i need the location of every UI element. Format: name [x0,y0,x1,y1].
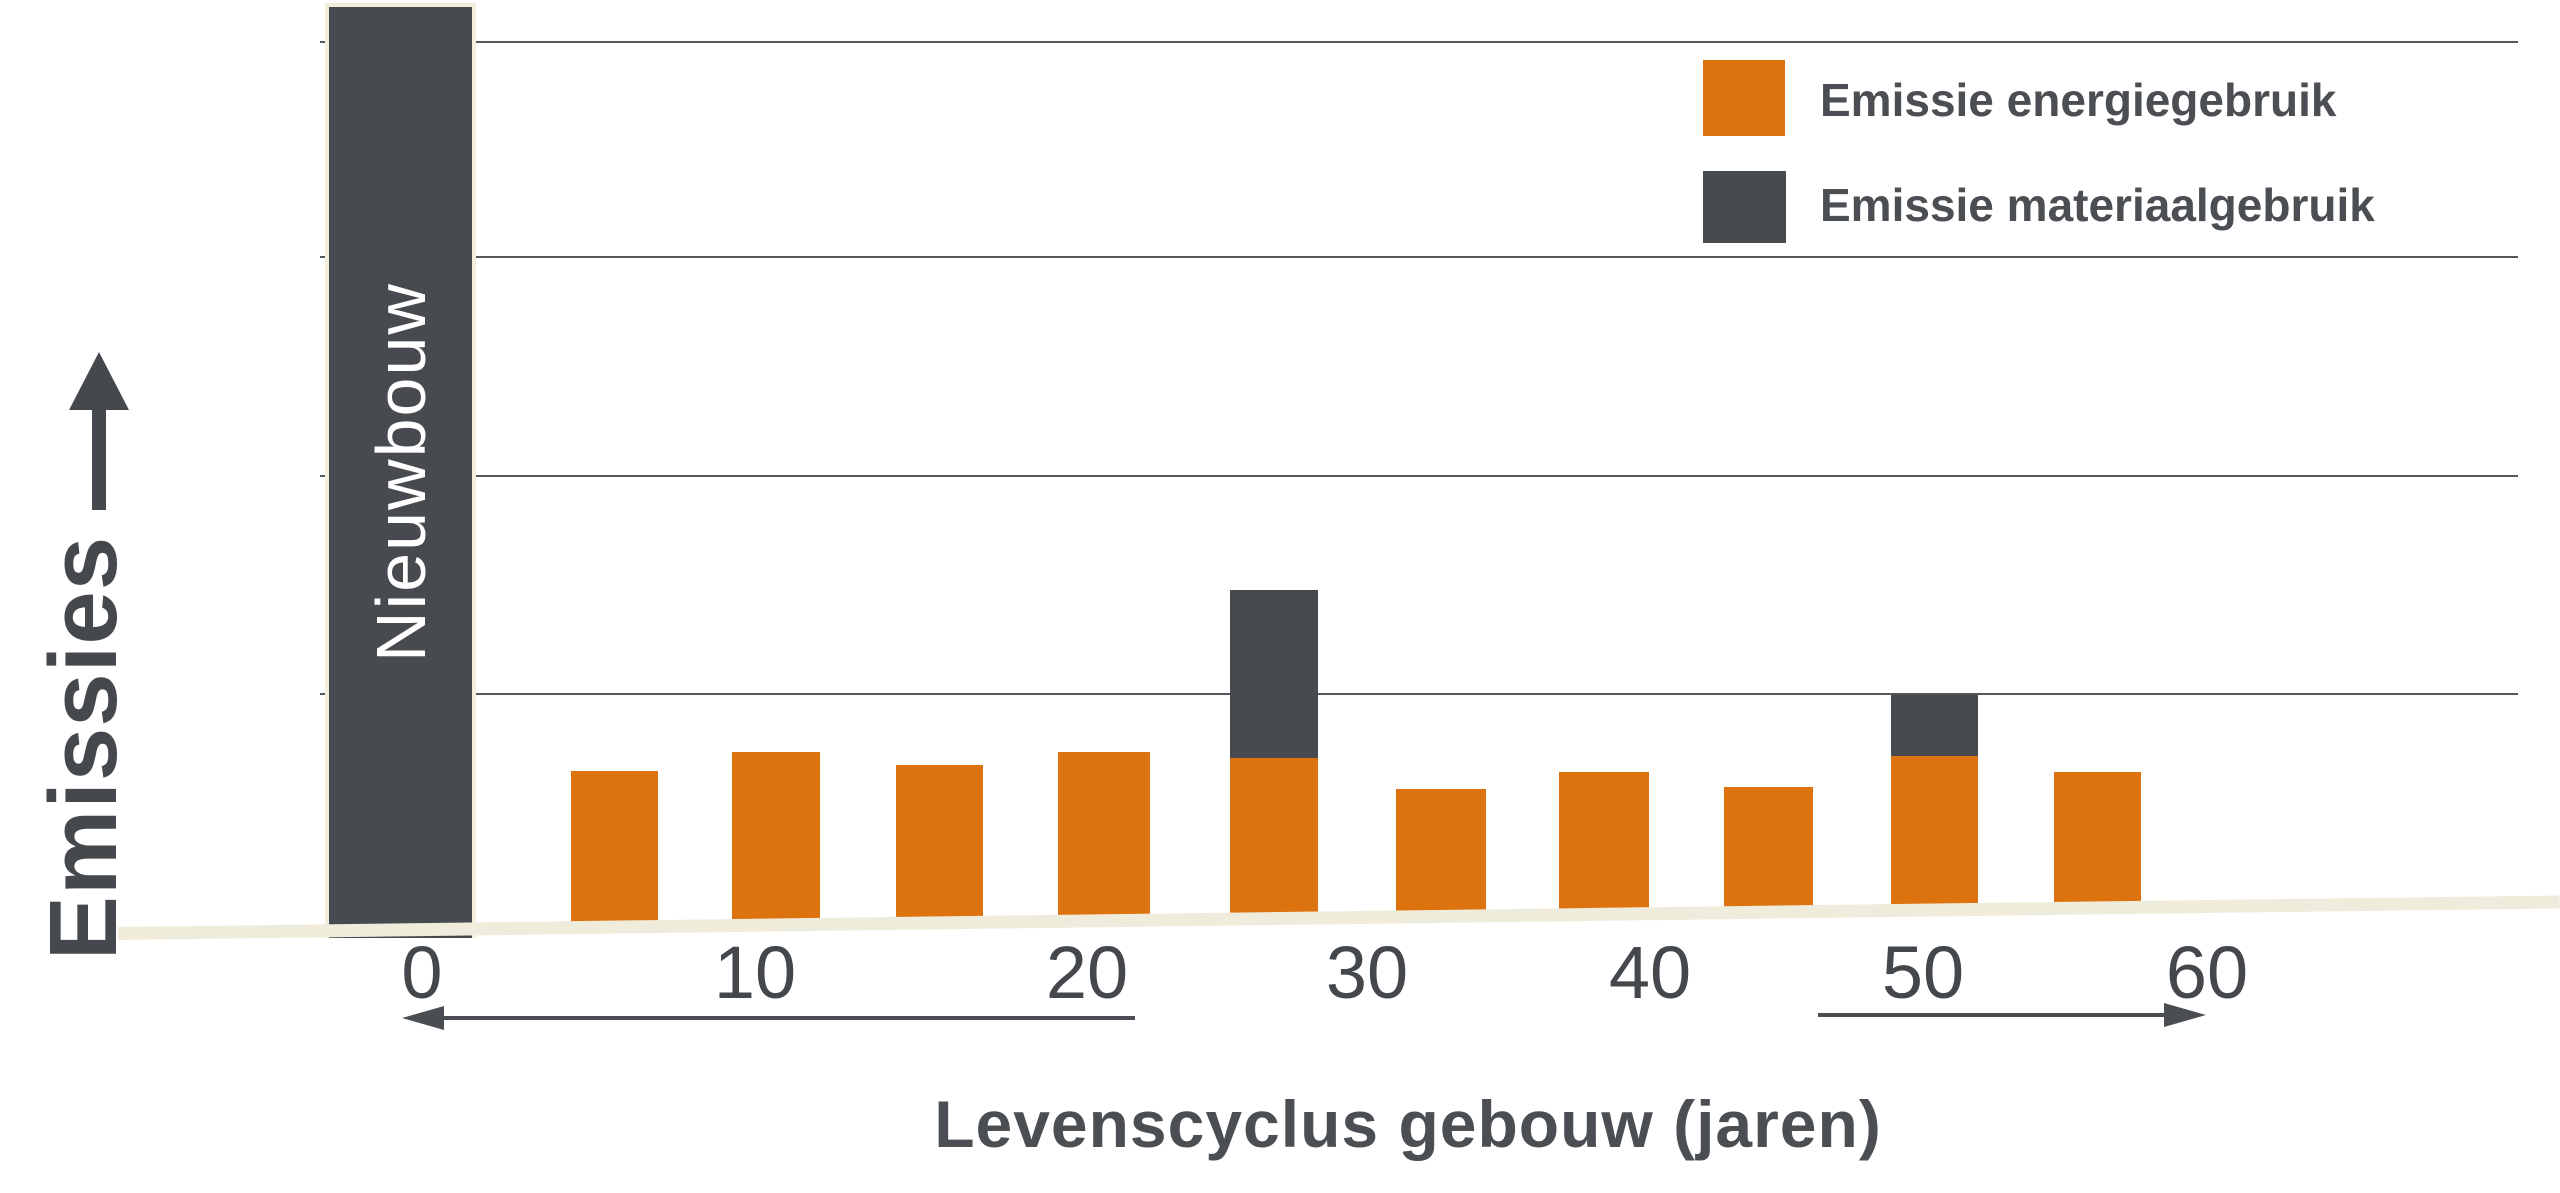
legend-label-materiaalgebruik: Emissie materiaalgebruik [1820,179,2375,231]
segment-materiaalgebruik [329,7,472,938]
gridline [320,475,2518,477]
legend-swatch-materiaalgebruik [1703,171,1786,243]
bar-year-21 [1058,751,1150,925]
segment-energiegebruik [1724,786,1813,917]
segment-energiegebruik [1559,771,1649,919]
segment-energiegebruik [1396,789,1486,921]
bar-label-nieuwbouw: Nieuwbouw [361,282,440,663]
gridline [320,41,2518,43]
bar-year-51 [1891,695,1978,915]
x-tick-40: 40 [1608,931,1692,1014]
x-tick-30: 30 [1325,931,1409,1014]
gridline [320,693,2518,695]
right-arrow-icon [1818,1003,2206,1027]
gridline [320,256,2518,258]
x-tick-50: 50 [1881,931,1965,1014]
y-axis-title: Emissies [30,535,137,961]
segment-energiegebruik [1230,758,1318,923]
segment-energiegebruik [2054,771,2141,912]
legend-label-energiegebruik: Emissie energiegebruik [1820,74,2337,126]
segment-energiegebruik [732,751,820,929]
bar-year-27 [1230,589,1318,923]
bar-year-11 [732,751,820,929]
bar-year-16 [896,764,983,927]
x-tick-20: 20 [1045,931,1129,1014]
x-tick-10: 10 [713,931,797,1014]
up-arrow-icon [69,352,129,510]
left-arrow-icon [402,1006,1135,1030]
segment-energiegebruik [571,771,658,932]
bar-year-33 [1396,789,1486,921]
x-tick-60: 60 [2165,931,2249,1014]
legend-swatch-energiegebruik [1703,60,1785,136]
segment-materiaalgebruik [1891,695,1978,757]
segment-energiegebruik [1891,756,1978,915]
bar-year-38 [1559,771,1649,919]
bar-year-44 [1724,786,1813,917]
bar-nieuwbouw: Nieuwbouw [325,3,476,938]
x-axis-title: Levenscyclus gebouw (jaren) [934,1087,1882,1161]
bar-year-56 [2054,771,2141,912]
segment-materiaalgebruik [1230,589,1318,759]
segment-energiegebruik [1058,751,1150,925]
segment-energiegebruik [896,764,983,927]
x-tick-0: 0 [401,931,443,1014]
bar-year-6 [571,771,658,932]
